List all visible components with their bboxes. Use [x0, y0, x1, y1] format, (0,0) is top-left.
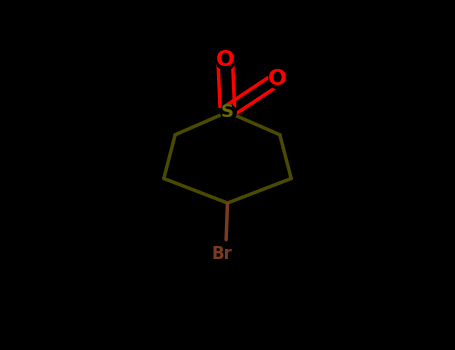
Text: Br: Br	[211, 245, 232, 263]
Text: O: O	[216, 49, 235, 70]
Text: O: O	[268, 69, 287, 89]
Text: S: S	[221, 103, 234, 121]
